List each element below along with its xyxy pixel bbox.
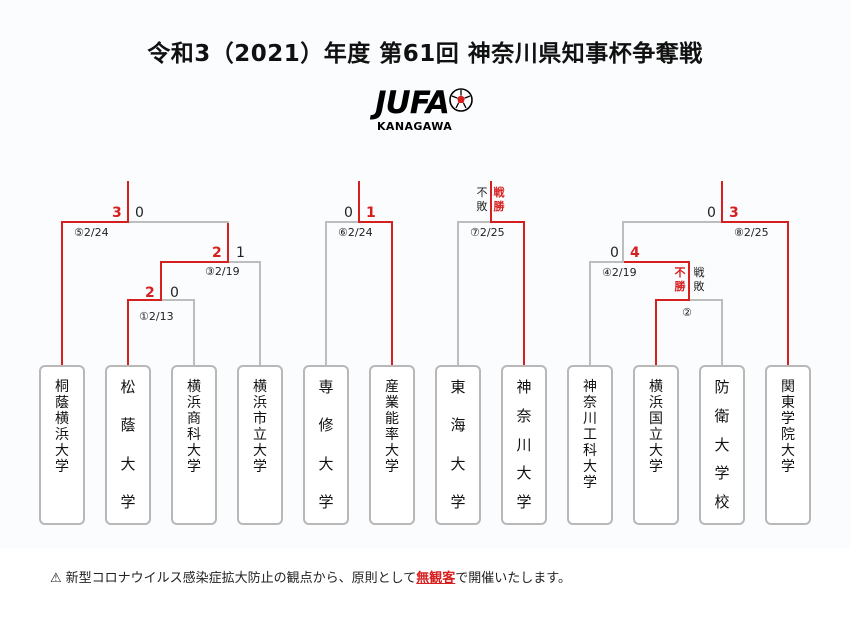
m7-left-result: 不敗 — [476, 186, 488, 213]
m7-label: ⑦2/25 — [470, 226, 505, 239]
logo-sub-text: KANAGAWA — [377, 120, 453, 133]
bracket-area: 令和3（2021）年度 第61回 神奈川県知事杯争奪戦 JUFA KANAGAW… — [39, 41, 811, 525]
m1-right-score: 0 — [170, 285, 179, 301]
m5-right-score: 0 — [135, 205, 144, 221]
m2-label: ② — [682, 306, 692, 319]
logo-main-text: JUFA — [375, 85, 450, 121]
team-box: 松蔭大学 — [105, 365, 151, 525]
m6-label: ⑥2/24 — [338, 226, 373, 239]
team-box: 専修大学 — [303, 365, 349, 525]
m8-left-score: 0 — [707, 205, 716, 221]
team-box: 横浜市立大学 — [237, 365, 283, 525]
m7-right-result: 戦勝 — [493, 186, 505, 213]
m7-left-line — [457, 221, 492, 366]
soccer-ball-icon — [449, 88, 473, 112]
m7-right-line — [490, 221, 525, 366]
m5-left-line — [61, 221, 129, 366]
warning-icon: ⚠ — [50, 571, 62, 586]
m5-left-score: 3 — [112, 205, 122, 221]
team-box: 神奈川工科大学 — [567, 365, 613, 525]
m4-right-score: 4 — [630, 245, 640, 261]
m3-left-score: 2 — [212, 245, 222, 261]
m2-right-result: 戦敗 — [693, 266, 705, 293]
team-box: 東海大学 — [435, 365, 481, 525]
m2-left-line — [655, 299, 690, 366]
m1-right-line — [160, 299, 195, 366]
m1-left-line — [127, 299, 162, 366]
team-box: 産業能率大学 — [369, 365, 415, 525]
m8-right-score: 3 — [729, 205, 739, 221]
m2-left-result: 不勝 — [674, 266, 686, 293]
m6-right-score: 1 — [366, 205, 376, 221]
m3-right-line — [227, 261, 261, 366]
m8-right-line — [721, 221, 789, 366]
notice-emphasis: 無観客 — [416, 571, 456, 586]
m4-left-score: 0 — [610, 245, 619, 261]
m3-label: ③2/19 — [205, 265, 240, 278]
m6-left-line — [325, 221, 360, 366]
m1-left-score: 2 — [145, 285, 155, 301]
team-box: 神奈川大学 — [501, 365, 547, 525]
footer: ⚠ 新型コロナウイルス感染症拡大防止の観点から、原則として無観客で開催いたします。 — [0, 548, 850, 640]
notice-text-after: で開催いたします。 — [455, 571, 571, 586]
m4-left-line — [589, 261, 624, 366]
notice-text-before: 新型コロナウイルス感染症拡大防止の観点から、原則として — [65, 571, 417, 586]
m6-left-score: 0 — [344, 205, 353, 221]
page-title: 令和3（2021）年度 第61回 神奈川県知事杯争奪戦 — [147, 41, 703, 67]
m1-label: ①2/13 — [139, 310, 174, 323]
m3-right-score: 1 — [236, 245, 245, 261]
team-box: 横浜商科大学 — [171, 365, 217, 525]
m2-right-line — [688, 299, 723, 366]
team-box: 桐蔭横浜大学 — [39, 365, 85, 525]
m5-label: ⑤2/24 — [74, 226, 109, 239]
jufa-logo: JUFA KANAGAWA — [375, 86, 475, 136]
bracket-lines — [61, 181, 789, 366]
m4-label: ④2/19 — [602, 266, 637, 279]
team-box: 関東学院大学 — [765, 365, 811, 525]
team-box: 横浜国立大学 — [633, 365, 679, 525]
notice-text: ⚠ 新型コロナウイルス感染症拡大防止の観点から、原則として無観客で開催いたします。 — [50, 567, 571, 586]
m8-label: ⑧2/25 — [734, 226, 769, 239]
team-box: 防衛大学校 — [699, 365, 745, 525]
m6-right-line — [358, 221, 393, 366]
